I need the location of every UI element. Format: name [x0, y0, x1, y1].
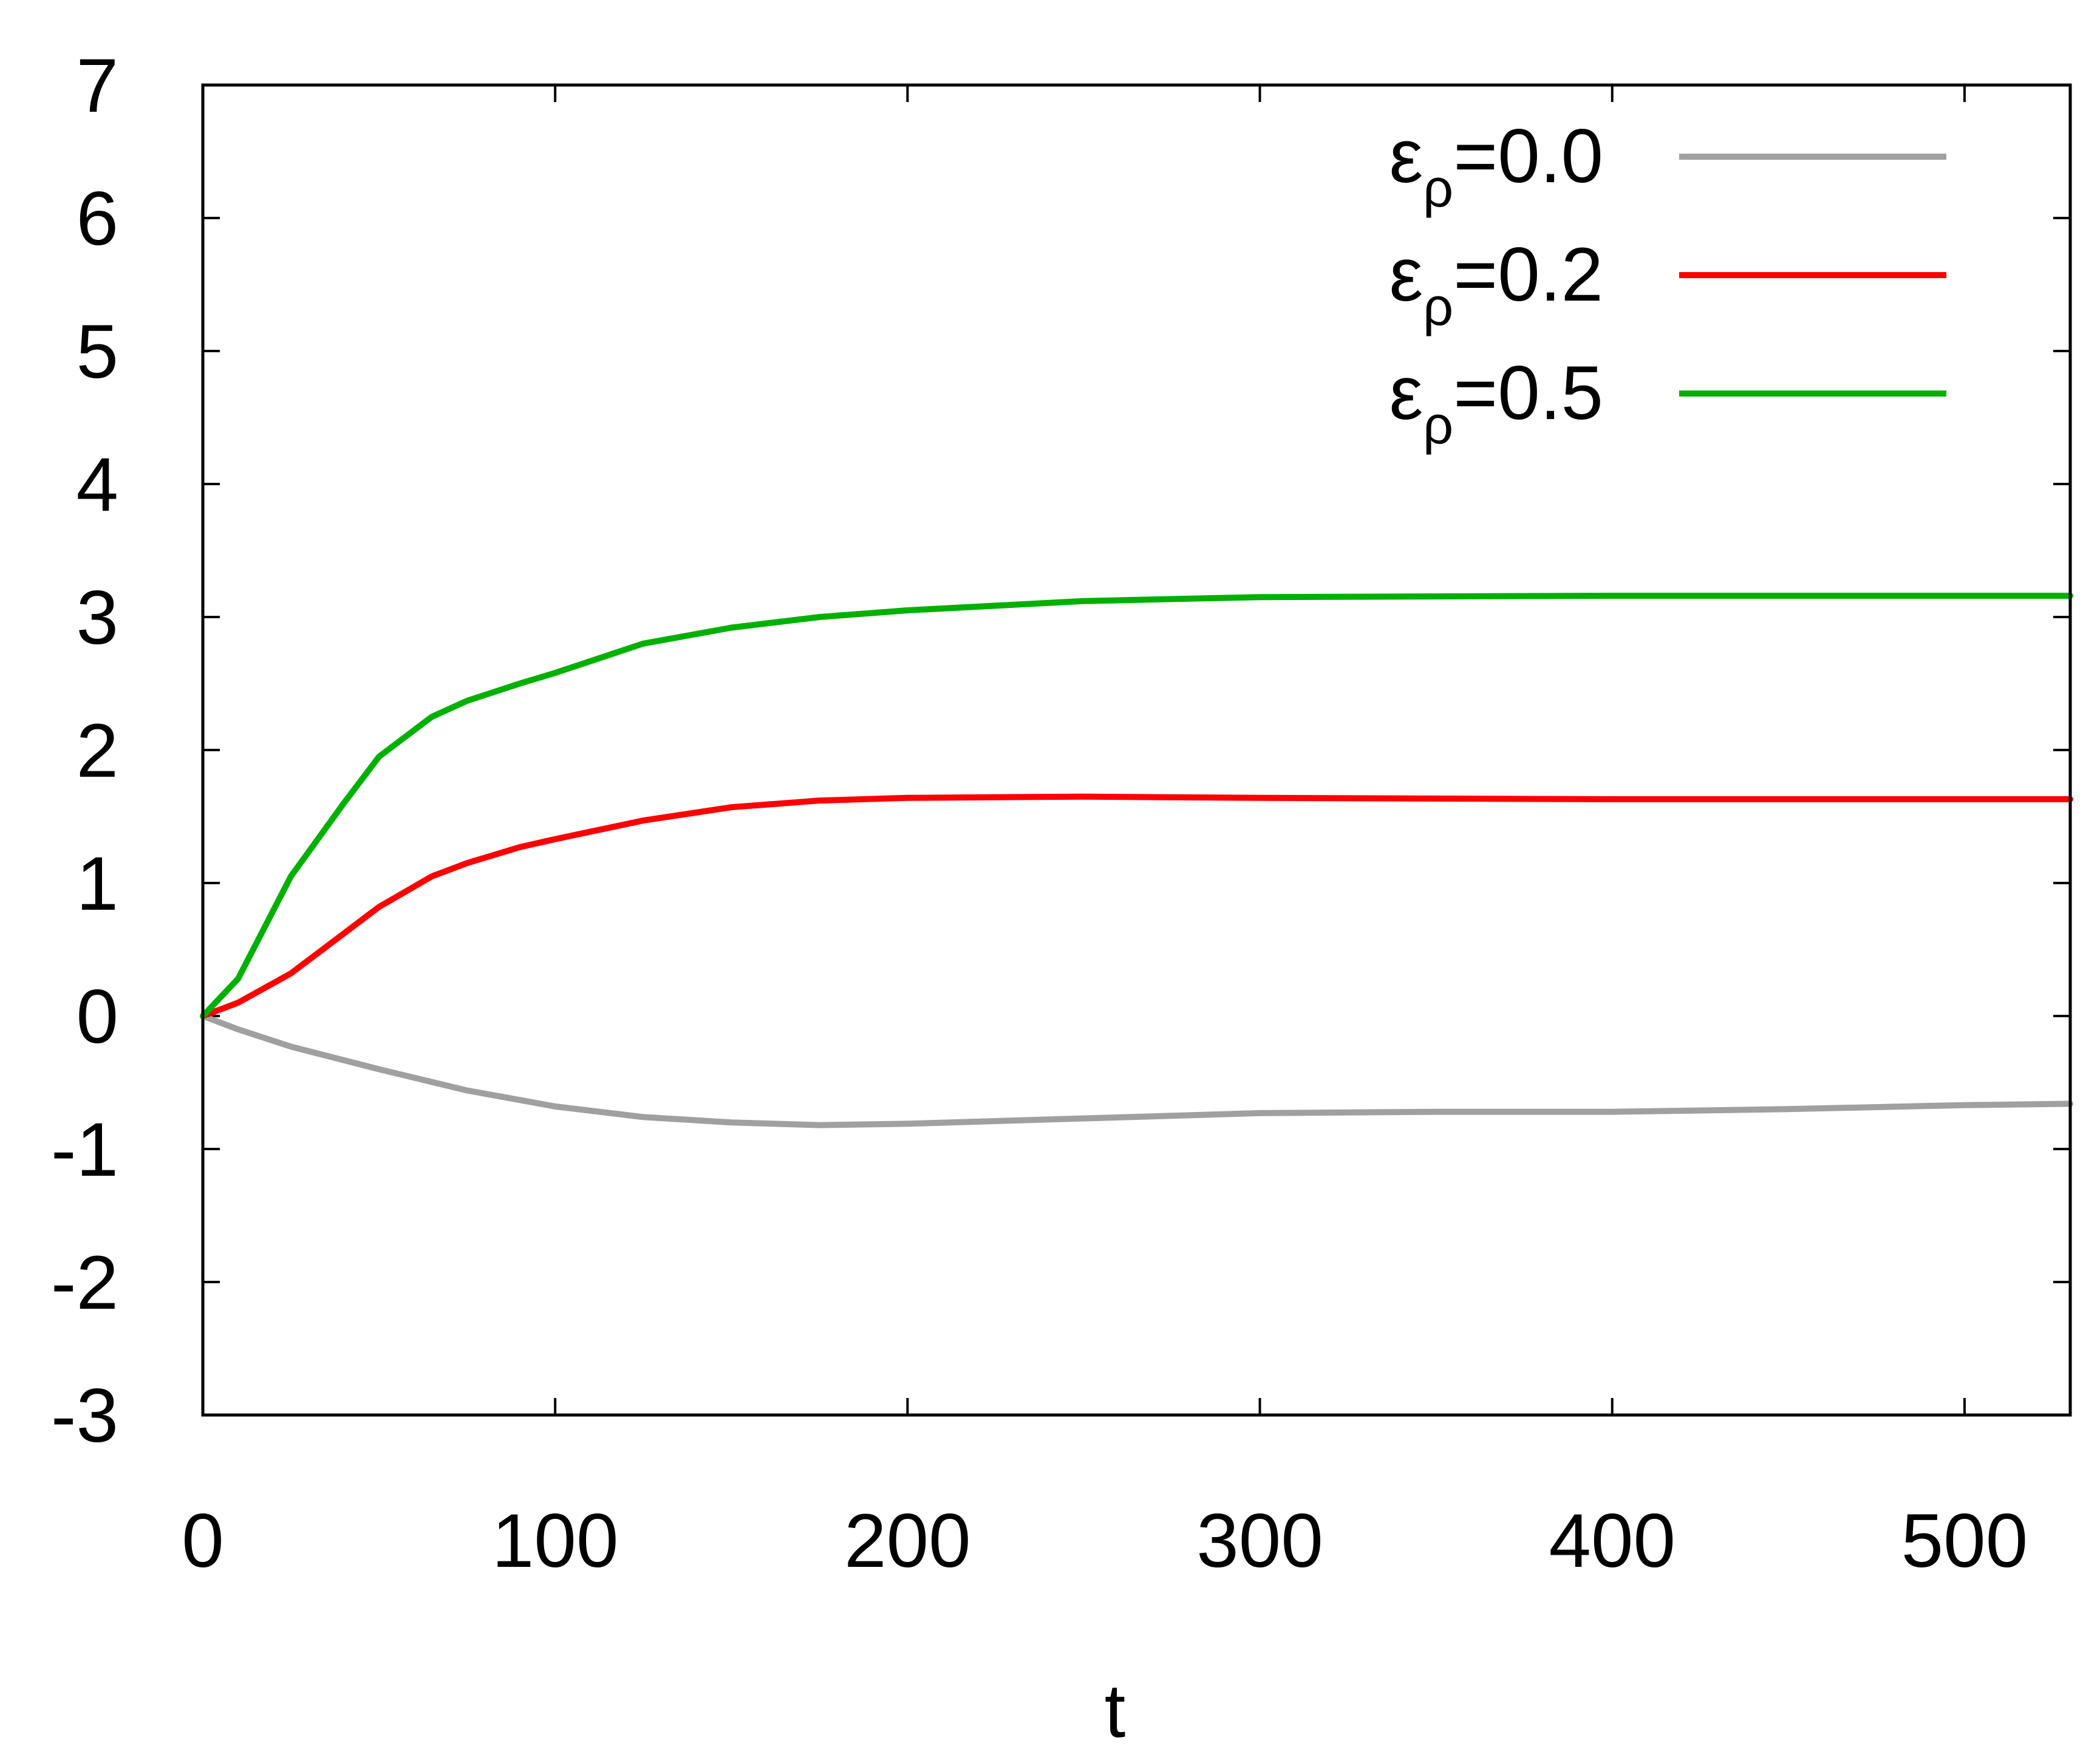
legend-label-3: ερ=0.5 — [1389, 351, 1603, 455]
y-tick-label: -3 — [51, 1374, 118, 1458]
series-line-2 — [200, 793, 2073, 1019]
legend: ερ=0.0ερ=0.2ερ=0.5 — [1389, 114, 1946, 455]
x-tick-label: 100 — [492, 1499, 619, 1583]
legend-label-1: ερ=0.0 — [1389, 114, 1603, 218]
legend-subscript: ρ — [1423, 395, 1453, 455]
x-tick-label: 400 — [1549, 1499, 1676, 1583]
legend-value: =0.2 — [1453, 233, 1603, 317]
x-tick-label: 300 — [1196, 1499, 1323, 1583]
ticks-layer — [202, 84, 2070, 1416]
plot-frame — [201, 83, 2072, 1417]
y-tick-label: 7 — [76, 44, 118, 128]
series-line-1 — [200, 1013, 2073, 1128]
x-tick-label: 200 — [844, 1499, 971, 1583]
y-tick-labels: -3 -2 -1 0 1 2 3 4 5 6 7 — [51, 44, 118, 1458]
y-tick-label: 3 — [76, 576, 118, 660]
legend-value: =0.5 — [1453, 351, 1603, 435]
legend-subscript: ρ — [1423, 158, 1453, 218]
y-tick-label: 2 — [76, 709, 118, 793]
legend-symbol: ε — [1389, 114, 1423, 199]
y-tick-label: 6 — [76, 177, 118, 261]
series-layer — [200, 593, 2073, 1128]
y-tick-label: 0 — [76, 975, 118, 1059]
legend-symbol: ε — [1389, 233, 1423, 317]
legend-subscript: ρ — [1423, 276, 1453, 336]
legend-label-2: ερ=0.2 — [1389, 233, 1603, 336]
x-tick-label: 500 — [1901, 1499, 2028, 1583]
legend-symbol: ε — [1389, 351, 1423, 435]
x-axis-label: t — [1105, 1669, 1126, 1746]
y-tick-label: 5 — [76, 310, 118, 394]
x-tick-labels: 0 100 200 300 400 500 — [182, 1499, 2028, 1583]
y-tick-label: 1 — [76, 842, 118, 926]
x-tick-label: 0 — [182, 1499, 224, 1583]
series-line-3 — [200, 593, 2073, 1019]
y-tick-label: -1 — [51, 1108, 118, 1192]
y-tick-label: 4 — [76, 443, 118, 527]
legend-value: =0.0 — [1453, 114, 1603, 199]
y-tick-label: -2 — [51, 1241, 118, 1325]
